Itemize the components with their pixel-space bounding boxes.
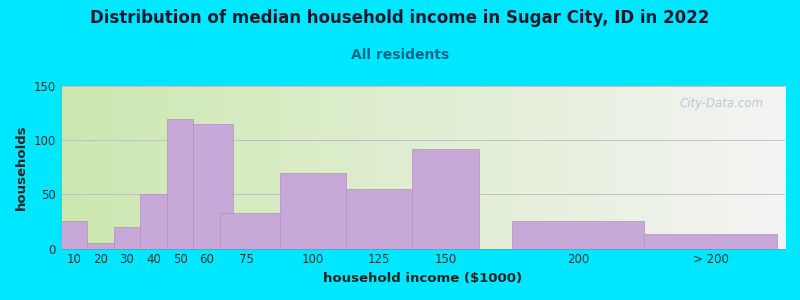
Bar	[346, 189, 412, 249]
Bar	[220, 213, 286, 249]
Bar	[61, 221, 87, 249]
Bar	[644, 235, 777, 249]
Bar	[194, 124, 233, 249]
Bar	[279, 173, 346, 249]
Text: All residents: All residents	[351, 48, 449, 62]
Bar	[512, 221, 644, 249]
Bar	[114, 227, 140, 249]
Bar	[87, 243, 114, 249]
Bar	[140, 194, 166, 249]
Bar	[166, 118, 194, 249]
Text: City-Data.com: City-Data.com	[679, 98, 763, 110]
Text: Distribution of median household income in Sugar City, ID in 2022: Distribution of median household income …	[90, 9, 710, 27]
X-axis label: household income ($1000): household income ($1000)	[323, 272, 522, 285]
Bar	[412, 149, 478, 249]
Y-axis label: households: households	[15, 124, 28, 210]
